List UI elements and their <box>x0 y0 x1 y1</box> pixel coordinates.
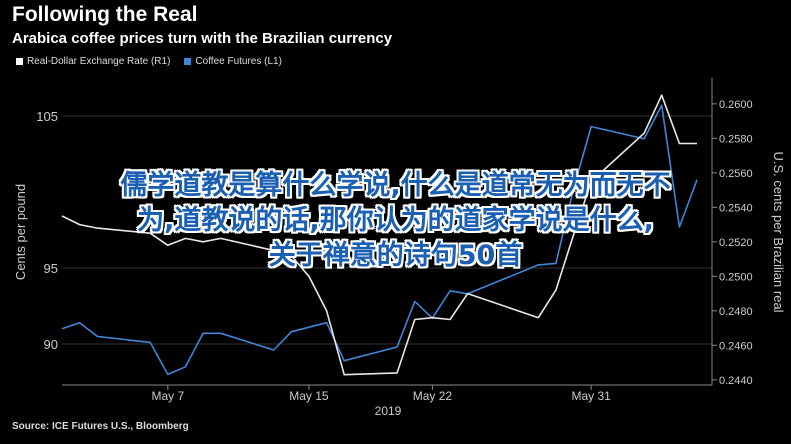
y-left-tick-label: 95 <box>44 261 58 276</box>
gridlines <box>62 115 712 345</box>
legend-label-exchange-rate: Real-Dollar Exchange Rate (R1) <box>27 56 171 67</box>
overlay-line-1: 儒学道教是算什么学说,什么是道常无为而无不 <box>120 170 671 201</box>
y-right-tick-label: 0.2500 <box>719 271 753 283</box>
y-left-axis-title: Cents per pound <box>13 184 28 280</box>
x-tick-label: May 7 <box>151 389 184 403</box>
y-right-tick-label: 0.2480 <box>719 306 753 318</box>
legend-item-exchange-rate: Real-Dollar Exchange Rate (R1) <box>16 56 170 67</box>
y-right-tick-label: 0.2460 <box>719 340 753 352</box>
x-tick-label: May 22 <box>413 389 453 403</box>
x-tick-label: May 31 <box>571 389 611 403</box>
chart-title: Following the Real <box>12 3 198 26</box>
coffee-futures-line <box>61 104 698 376</box>
watermark-overlay-text: 儒学道教是算什么学说,什么是道常无为而无不 为,道教说的话,那你认为的道家学说是… <box>0 168 791 273</box>
legend-label-coffee-futures: Coffee Futures (L1) <box>195 56 282 67</box>
y-right-tick-label: 0.2540 <box>719 202 753 214</box>
y-right-tick-label: 0.2580 <box>719 133 753 145</box>
exchange-rate-line <box>61 94 697 376</box>
y-right-tick-label: 0.2600 <box>719 99 753 111</box>
y-right-tick-label: 0.2520 <box>719 237 753 249</box>
chart-subtitle: Arabica coffee prices turn with the Braz… <box>12 30 393 47</box>
tick-labels: 90 95 105 0.2440 0.2460 0.2480 0.2500 0.2520 0.2… <box>13 99 786 418</box>
y-right-axis-title: U.S. cents per Brazilian real <box>771 151 786 312</box>
overlay-line-3: 关于禅意的诗句50首 <box>268 240 523 271</box>
source-note: Source: ICE Futures U.S., Bloomberg <box>12 421 189 432</box>
y-right-tick-label: 0.2440 <box>719 375 753 387</box>
x-tick-label: May 15 <box>289 389 329 403</box>
legend-swatch-exchange-rate <box>16 58 23 65</box>
chart-legend: Real-Dollar Exchange Rate (R1) Coffee Fu… <box>16 56 282 67</box>
legend-swatch-coffee-futures <box>184 58 192 65</box>
legend-item-coffee-futures: Coffee Futures (L1) <box>184 56 282 67</box>
y-left-tick-label: 105 <box>36 109 58 124</box>
series-lines <box>61 94 698 376</box>
axes <box>62 78 717 390</box>
y-right-tick-label: 0.2560 <box>719 168 753 180</box>
y-left-tick-label: 90 <box>44 337 58 352</box>
overlay-line-2: 为,道教说的话,那你认为的道家学说是什么, <box>137 205 654 236</box>
x-year-label: 2019 <box>375 404 402 418</box>
